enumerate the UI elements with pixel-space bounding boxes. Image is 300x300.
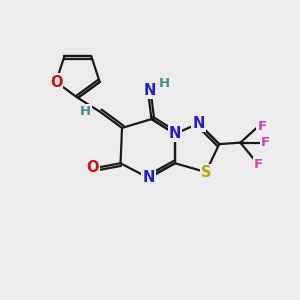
Text: F: F [257, 120, 266, 133]
Text: O: O [86, 160, 99, 175]
Text: N: N [192, 116, 205, 131]
Text: N: N [169, 126, 181, 141]
Text: S: S [201, 165, 211, 180]
Text: N: N [144, 83, 156, 98]
Text: H: H [80, 105, 92, 118]
Text: F: F [254, 158, 262, 171]
Text: N: N [142, 170, 155, 185]
Text: F: F [261, 136, 270, 149]
Text: O: O [50, 74, 62, 89]
Text: H: H [158, 77, 169, 90]
